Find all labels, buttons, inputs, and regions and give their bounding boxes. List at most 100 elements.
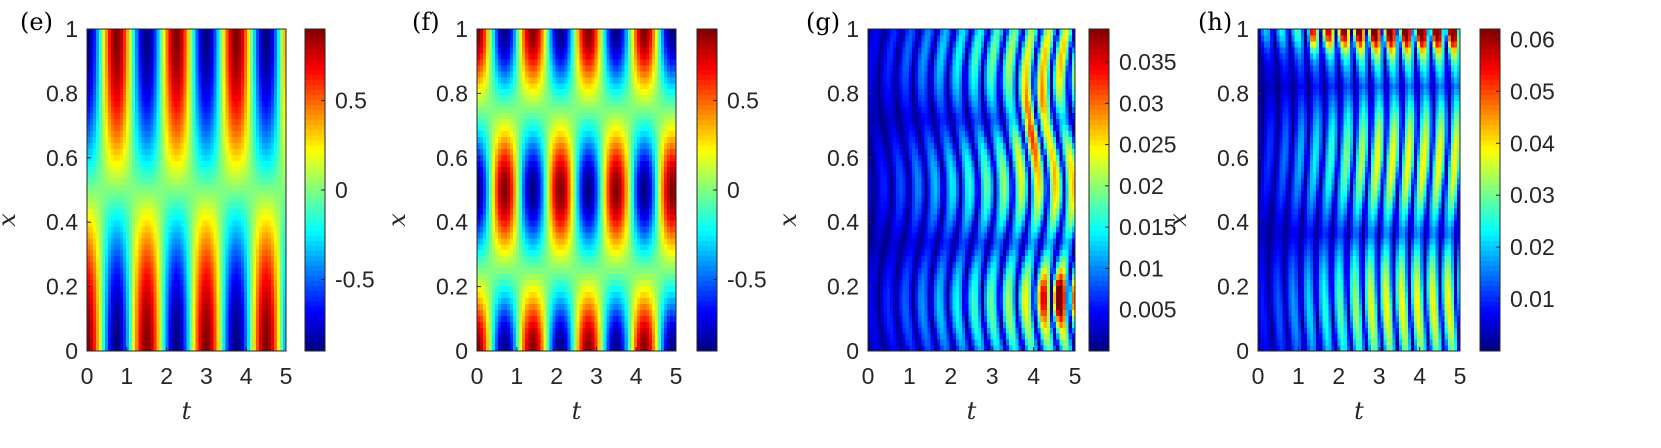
heatmap-cell xyxy=(99,184,103,191)
heatmap-cell xyxy=(87,291,91,298)
heatmap-cell xyxy=(141,333,145,340)
heatmap-cell xyxy=(123,160,127,167)
heatmap-cell xyxy=(138,88,142,96)
heatmap-cell xyxy=(135,261,139,269)
heatmap-cell xyxy=(102,261,106,269)
heatmap-cell xyxy=(141,82,145,90)
heatmap-cell xyxy=(147,297,151,304)
heatmap-cell xyxy=(87,70,91,78)
colorbar-swatch xyxy=(305,159,325,166)
heatmap-cell xyxy=(117,148,121,155)
colorbar-swatch xyxy=(305,280,325,287)
heatmap-cell xyxy=(114,321,118,328)
heatmap-cell xyxy=(93,219,97,227)
heatmap-cell xyxy=(135,201,139,209)
heatmap-cell xyxy=(132,154,136,161)
heatmap-cell xyxy=(144,297,148,304)
heatmap-cell xyxy=(96,58,100,66)
heatmap-cell xyxy=(90,46,94,54)
heatmap-cell xyxy=(93,261,97,269)
heatmap-cell xyxy=(129,267,133,275)
heatmap-cell xyxy=(102,130,106,137)
heatmap-cell xyxy=(123,106,127,114)
heatmap-cell xyxy=(87,279,91,286)
heatmap-cell xyxy=(105,291,109,298)
heatmap-cell xyxy=(108,190,112,197)
heatmap-cell xyxy=(138,184,142,191)
heatmap-cell xyxy=(105,52,109,60)
heatmap-cell xyxy=(135,76,139,84)
heatmap-cell xyxy=(123,315,127,322)
heatmap-cell xyxy=(93,142,97,149)
heatmap-cell xyxy=(90,160,94,167)
heatmap-cell xyxy=(87,207,91,215)
heatmap-cell xyxy=(135,58,139,66)
heatmap-cell xyxy=(111,309,115,316)
heatmap-cell xyxy=(144,160,148,167)
heatmap-cell xyxy=(105,213,109,221)
heatmap-cell xyxy=(102,52,106,60)
heatmap-cell xyxy=(108,243,112,251)
heatmap-cell xyxy=(129,321,133,328)
heatmap-cell xyxy=(126,285,130,292)
heatmap-cell xyxy=(147,219,151,227)
heatmap-cell xyxy=(111,255,115,263)
heatmap-cell xyxy=(111,297,115,304)
heatmap-cell xyxy=(141,46,145,54)
heatmap-cell xyxy=(99,309,103,316)
heatmap-cell xyxy=(129,94,133,102)
colorbar-swatch xyxy=(305,179,325,186)
heatmap-cell xyxy=(99,219,103,227)
heatmap-cell xyxy=(147,249,151,257)
heatmap-cell xyxy=(93,255,97,263)
heatmap-cell xyxy=(108,88,112,96)
colorbar-swatch xyxy=(305,275,325,282)
heatmap-cell xyxy=(147,64,151,72)
heatmap-cell xyxy=(117,267,121,275)
heatmap-cell xyxy=(132,321,136,328)
heatmap-cell xyxy=(126,327,130,334)
heatmap-cell xyxy=(117,243,121,251)
heatmap-cell xyxy=(123,225,127,233)
heatmap-cell xyxy=(123,333,127,340)
heatmap-cell xyxy=(96,190,100,197)
colorbar-swatch xyxy=(305,109,325,116)
heatmap-cell xyxy=(87,303,91,310)
heatmap-cell xyxy=(93,160,97,167)
heatmap-cell xyxy=(135,273,139,281)
heatmap-cell xyxy=(96,333,100,340)
heatmap-cell xyxy=(123,172,127,179)
heatmap-cell xyxy=(117,112,121,120)
heatmap-cell xyxy=(138,172,142,179)
heatmap-cell xyxy=(96,178,100,185)
heatmap-cell xyxy=(93,190,97,197)
heatmap-cell xyxy=(111,106,115,114)
heatmap-cell xyxy=(93,64,97,72)
heatmap-cell xyxy=(141,166,145,173)
heatmap-cell xyxy=(138,100,142,108)
colorbar-swatch xyxy=(305,114,325,121)
heatmap-cell xyxy=(90,207,94,215)
heatmap-cell xyxy=(96,100,100,108)
heatmap-cell xyxy=(111,142,115,149)
heatmap-cell xyxy=(132,315,136,322)
heatmap-cell xyxy=(120,231,124,239)
heatmap-cell xyxy=(147,112,151,120)
heatmap-cell xyxy=(141,106,145,114)
heatmap-cell xyxy=(135,136,139,143)
heatmap-cell xyxy=(132,136,136,143)
heatmap-cell xyxy=(126,309,130,316)
heatmap-cell xyxy=(90,100,94,108)
colorbar-swatch xyxy=(305,245,325,251)
heatmap-cell xyxy=(138,52,142,60)
heatmap-cell xyxy=(90,267,94,275)
colorbar-swatch xyxy=(305,300,325,307)
heatmap-cell xyxy=(135,237,139,245)
heatmap-cell xyxy=(90,297,94,304)
heatmap-cell xyxy=(132,213,136,221)
heatmap-cell xyxy=(117,184,121,191)
heatmap-cell xyxy=(117,166,121,173)
heatmap-cell xyxy=(87,52,91,60)
heatmap-cell xyxy=(141,29,145,36)
heatmap-cell xyxy=(138,321,142,328)
